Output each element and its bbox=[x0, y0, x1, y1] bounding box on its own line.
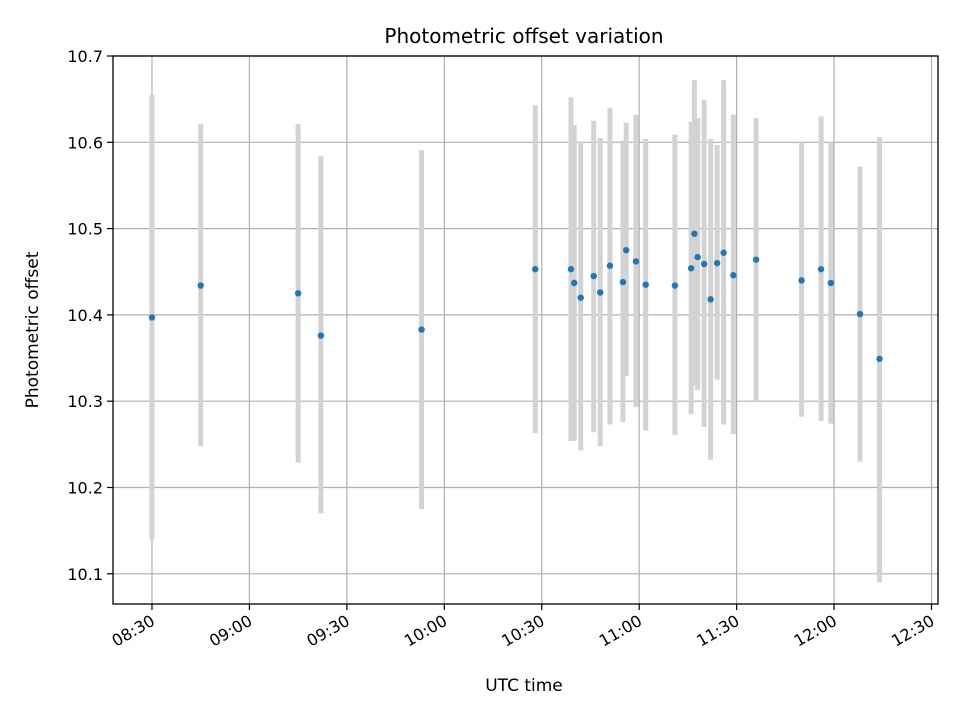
data-point bbox=[694, 253, 701, 261]
data-point bbox=[148, 314, 156, 321]
data-point bbox=[597, 289, 604, 296]
data-point bbox=[730, 272, 737, 279]
data-point bbox=[590, 272, 597, 280]
data-point bbox=[567, 265, 575, 273]
data-point bbox=[798, 277, 805, 284]
data-point bbox=[197, 282, 204, 289]
data-point bbox=[876, 355, 883, 363]
y-axis-ticks: 10.1 10.2 10.3 10.4 10.5 10.6 10.7 bbox=[67, 47, 113, 584]
data-point bbox=[671, 282, 679, 289]
data-point bbox=[619, 278, 627, 286]
data-point bbox=[827, 279, 835, 287]
y-tick-label: 10.2 bbox=[67, 478, 103, 497]
y-tick-label: 10.7 bbox=[67, 47, 103, 66]
chart-title: Photometric offset variation bbox=[384, 24, 663, 48]
x-axis-label: UTC time bbox=[485, 676, 563, 696]
data-point bbox=[294, 290, 302, 297]
y-tick-label: 10.4 bbox=[67, 306, 103, 325]
data-point bbox=[817, 265, 825, 273]
data-point bbox=[642, 281, 649, 288]
data-point bbox=[418, 326, 425, 333]
data-point bbox=[606, 262, 614, 269]
plot-frame bbox=[112, 55, 939, 605]
data-points bbox=[148, 230, 883, 363]
data-point bbox=[577, 294, 584, 301]
data-point bbox=[687, 265, 695, 272]
data-point bbox=[532, 265, 539, 273]
data-point bbox=[720, 249, 727, 256]
data-point bbox=[622, 246, 630, 254]
data-point bbox=[571, 279, 578, 287]
y-tick-label: 10.3 bbox=[67, 392, 103, 411]
data-point bbox=[707, 296, 714, 303]
data-point bbox=[632, 258, 640, 265]
y-tick-label: 10.1 bbox=[67, 565, 103, 584]
data-point bbox=[691, 230, 698, 237]
data-point bbox=[713, 259, 721, 267]
data-point bbox=[317, 332, 325, 339]
data-point bbox=[752, 256, 760, 263]
data-point bbox=[700, 260, 708, 268]
y-axis-label: Photometric offset bbox=[23, 251, 43, 408]
y-tick-label: 10.5 bbox=[67, 220, 103, 239]
y-tick-label: 10.6 bbox=[67, 133, 103, 152]
data-point bbox=[856, 310, 864, 318]
